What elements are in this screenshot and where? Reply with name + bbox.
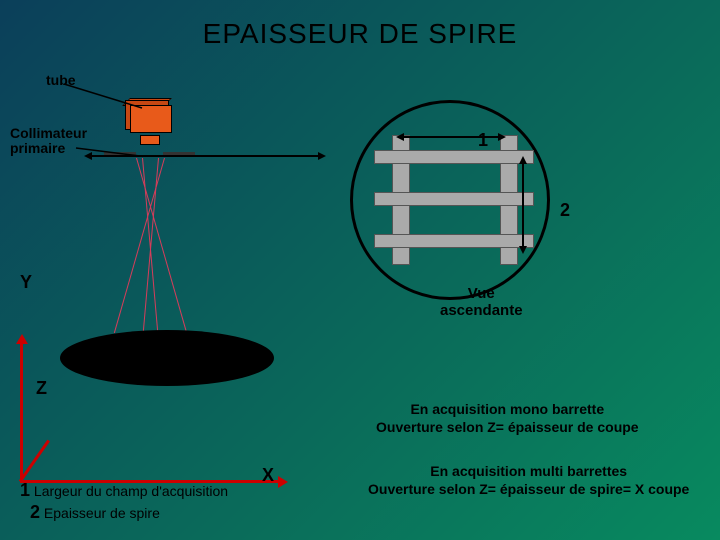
- arrow-left-icon: [84, 152, 92, 160]
- label-collimateur: Collimateur primaire: [10, 126, 87, 157]
- legend-1-text: Largeur du champ d'acquisition: [30, 483, 228, 499]
- note-multi-barrettes: En acquisition multi barrettes Ouverture…: [368, 462, 689, 498]
- legend-1-number: 1: [20, 480, 30, 500]
- legend-2-number: 2: [30, 502, 40, 522]
- page-title: EPAISSEUR DE SPIRE: [0, 18, 720, 50]
- legend-item-2: 2 Epaisseur de spire: [30, 502, 160, 523]
- dimension-2-label: 2: [560, 200, 570, 221]
- arrow-down-icon: [519, 246, 527, 254]
- arrow-left-icon: [396, 133, 404, 141]
- label-patient: patient: [120, 330, 166, 346]
- note-multi-line1: En acquisition multi barrettes: [368, 462, 689, 480]
- axis-z-label: Z: [36, 378, 47, 399]
- axis-y: [20, 340, 23, 480]
- axis-z: [19, 440, 50, 483]
- legend-item-1: 1 Largeur du champ d'acquisition: [20, 480, 228, 501]
- horizontal-bar: [374, 234, 534, 248]
- note-multi-line2: Ouverture selon Z= épaisseur de spire= X…: [368, 480, 689, 498]
- tube-nozzle: [140, 135, 160, 145]
- label-tube: tube: [46, 72, 76, 88]
- axis-y-label: Y: [20, 272, 32, 293]
- label-vue-ascendante: Vue ascendante: [440, 286, 523, 319]
- arrow-right-icon: [278, 476, 288, 488]
- arrow-up-icon: [519, 156, 527, 164]
- arrow-up-icon: [16, 334, 28, 344]
- axis-x-label: X: [262, 465, 274, 486]
- horizontal-double-arrow: [90, 155, 320, 157]
- patient-oval: [60, 330, 274, 386]
- horizontal-bar: [374, 150, 534, 164]
- tube-box: [130, 105, 172, 133]
- horizontal-bar: [374, 192, 534, 206]
- legend-2-text: Epaisseur de spire: [40, 505, 160, 521]
- beam-line: [114, 158, 165, 333]
- note-mono-line2: Ouverture selon Z= épaisseur de coupe: [376, 418, 639, 436]
- dimension-line-2: [522, 162, 524, 248]
- note-mono-barrette: En acquisition mono barrette Ouverture s…: [376, 400, 639, 436]
- arrow-right-icon: [498, 133, 506, 141]
- note-mono-line1: En acquisition mono barrette: [376, 400, 639, 418]
- dimension-1-label: 1: [478, 130, 488, 151]
- arrow-right-icon: [318, 152, 326, 160]
- pointer-lines: [0, 0, 720, 540]
